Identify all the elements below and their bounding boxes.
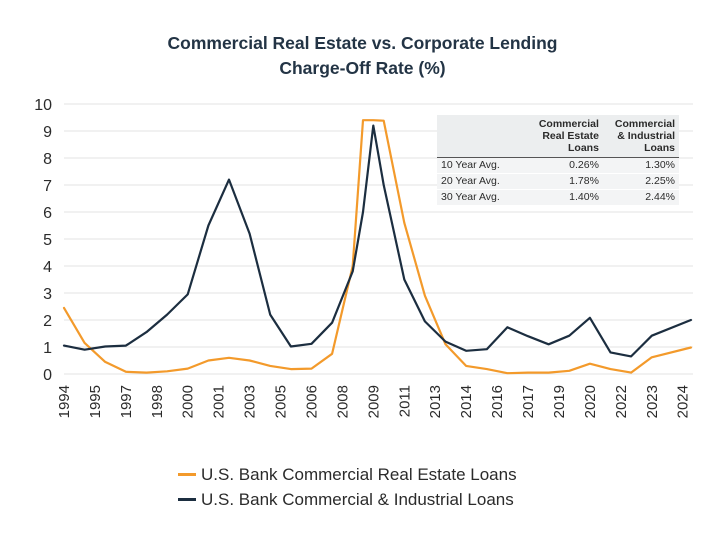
x-tick-label: 2020 — [582, 385, 599, 418]
table-row: 20 Year Avg. 1.78% 2.25% — [437, 173, 679, 190]
legend-swatch-ci — [178, 498, 196, 501]
x-tick-label: 2013 — [427, 385, 444, 418]
x-tick-label: 1998 — [149, 385, 166, 418]
x-tick-label: 2011 — [396, 385, 413, 417]
x-tick-label: 2014 — [458, 385, 475, 418]
x-tick-label: 2006 — [303, 385, 320, 418]
table-row: 10 Year Avg. 0.26% 1.30% — [437, 157, 679, 174]
x-tick-label: 2016 — [489, 385, 506, 418]
x-tick-label: 2005 — [273, 385, 290, 418]
x-tick-label: 1995 — [87, 385, 104, 418]
chart-title: Commercial Real Estate vs. Corporate Len… — [0, 31, 725, 81]
x-tick-label: 1994 — [56, 385, 73, 418]
cre-value: 1.40% — [527, 189, 603, 205]
ci-value: 2.44% — [602, 189, 679, 205]
y-axis-ticks: 0 1 2 3 4 5 6 7 8 9 10 — [34, 97, 52, 384]
legend: U.S. Bank Commercial Real Estate Loans U… — [178, 462, 517, 512]
averages-table: Commercial Real Estate Loans Commercial … — [437, 115, 679, 205]
x-tick-label: 1997 — [118, 385, 135, 418]
table-header-blank — [437, 115, 527, 158]
table-header-ci: Commercial & Industrial Loans — [602, 115, 679, 158]
chart-title-line-2: Charge-Off Rate (%) — [279, 58, 446, 78]
x-tick-label: 2000 — [180, 385, 197, 418]
x-tick-label: 2022 — [613, 385, 630, 418]
x-axis-ticks: 1994 1995 1997 1998 2000 2001 2003 2005 2006 2008… — [56, 385, 692, 418]
y-tick-label: 0 — [43, 367, 52, 384]
x-tick-label: 2001 — [211, 385, 228, 418]
legend-item-ci: U.S. Bank Commercial & Industrial Loans — [178, 487, 517, 512]
x-tick-label: 2019 — [551, 385, 568, 418]
row-label: 30 Year Avg. — [437, 189, 527, 205]
series-lines — [62, 119, 693, 375]
y-tick-label: 5 — [43, 232, 52, 249]
y-tick-label: 1 — [43, 340, 52, 357]
y-tick-label: 10 — [34, 97, 52, 114]
table-row: 30 Year Avg. 1.40% 2.44% — [437, 189, 679, 205]
chart-title-line-1: Commercial Real Estate vs. Corporate Len… — [167, 33, 558, 53]
y-tick-label: 6 — [43, 205, 52, 222]
legend-swatch-cre — [178, 473, 196, 476]
row-label: 20 Year Avg. — [437, 173, 527, 190]
x-tick-label: 2017 — [520, 385, 537, 418]
row-label: 10 Year Avg. — [437, 157, 527, 174]
legend-label-ci: U.S. Bank Commercial & Industrial Loans — [201, 489, 514, 509]
y-tick-label: 9 — [43, 124, 52, 141]
series-line-cre — [62, 119, 693, 375]
cre-value: 1.78% — [527, 173, 603, 190]
y-tick-label: 3 — [43, 286, 52, 303]
x-tick-label: 2009 — [365, 385, 382, 418]
legend-label-cre: U.S. Bank Commercial Real Estate Loans — [201, 464, 517, 484]
x-tick-label: 2023 — [644, 385, 661, 418]
ci-value: 1.30% — [602, 157, 679, 174]
y-tick-label: 2 — [43, 313, 52, 330]
x-tick-label: 2024 — [675, 385, 692, 418]
x-tick-label: 2003 — [242, 385, 259, 418]
legend-item-cre: U.S. Bank Commercial Real Estate Loans — [178, 462, 517, 487]
x-tick-label: 2008 — [334, 385, 351, 418]
series-line-ci — [62, 124, 693, 358]
y-tick-label: 7 — [43, 178, 52, 195]
table-header-cre: Commercial Real Estate Loans — [527, 115, 603, 158]
y-tick-label: 4 — [43, 259, 52, 276]
y-tick-label: 8 — [43, 151, 52, 168]
ci-value: 2.25% — [602, 173, 679, 190]
cre-value: 0.26% — [527, 157, 603, 174]
